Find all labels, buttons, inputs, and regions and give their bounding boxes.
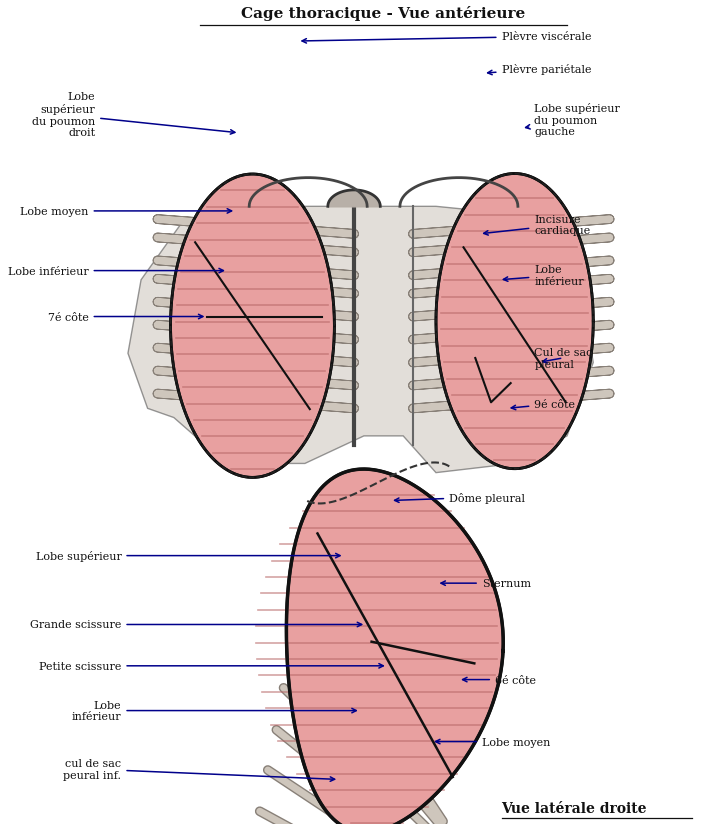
Text: Lobe supérieur: Lobe supérieur — [36, 551, 340, 562]
Text: Sternum: Sternum — [441, 578, 531, 589]
Text: 7é côte: 7é côte — [48, 312, 203, 323]
Text: Cul de sac
pleural: Cul de sac pleural — [534, 347, 593, 369]
Text: Lobe
supérieur
du poumon
droit: Lobe supérieur du poumon droit — [32, 93, 235, 138]
Text: Lobe supérieur
du poumon
gauche: Lobe supérieur du poumon gauche — [526, 103, 620, 137]
Text: 6é côte: 6é côte — [463, 675, 536, 685]
Polygon shape — [286, 470, 503, 827]
Text: cul de sac
peural inf.: cul de sac peural inf. — [64, 758, 335, 782]
Polygon shape — [128, 203, 593, 473]
Text: Vue latérale droite: Vue latérale droite — [501, 801, 647, 815]
Text: Lobe moyen: Lobe moyen — [20, 207, 231, 217]
Text: Cage thoracique - Vue antérieure: Cage thoracique - Vue antérieure — [241, 7, 526, 22]
Text: Lobe
inférieur: Lobe inférieur — [72, 700, 356, 721]
Text: 9é côte: 9é côte — [511, 399, 575, 410]
Text: Dôme pleural: Dôme pleural — [395, 492, 525, 503]
Text: Plèvre pariétale: Plèvre pariétale — [488, 64, 591, 75]
Polygon shape — [171, 174, 334, 478]
Text: Petite scissure: Petite scissure — [39, 661, 383, 671]
Polygon shape — [436, 174, 593, 469]
Text: Lobe
inférieur: Lobe inférieur — [503, 265, 584, 287]
Text: Plèvre viscérale: Plèvre viscérale — [302, 32, 591, 44]
Text: Lobe inférieur: Lobe inférieur — [8, 266, 223, 276]
Text: Lobe moyen: Lobe moyen — [436, 737, 550, 747]
Text: Grande scissure: Grande scissure — [30, 619, 362, 629]
Text: Incisure
cardiaque: Incisure cardiaque — [483, 215, 590, 237]
